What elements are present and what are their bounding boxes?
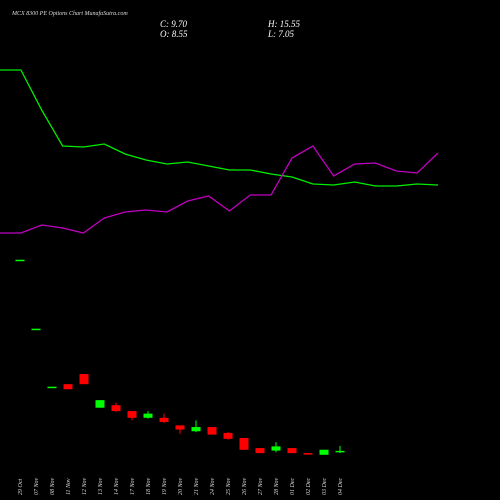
x-tick-label: 24 Nov — [209, 477, 216, 495]
chart-title: MCX 8300 PE Options Chart MunafaSutra.co… — [11, 10, 128, 17]
candle-body — [175, 425, 185, 430]
open-label: O: 8.55 — [160, 29, 188, 39]
x-tick-label: 25 Nov — [226, 477, 232, 495]
candle-body — [303, 453, 313, 455]
x-tick-label: 17 Nov — [130, 477, 136, 495]
x-tick-label: 18 Nov — [146, 477, 152, 495]
x-tick-label: 12 Nov — [82, 477, 88, 495]
candle-body — [271, 446, 281, 451]
candle-body — [191, 427, 201, 432]
x-tick-label: 14 Nov — [113, 477, 120, 495]
candle-body — [143, 413, 153, 418]
candle-body — [335, 450, 345, 453]
close-label: C: 9.70 — [160, 19, 188, 29]
high-label: H: 15.55 — [267, 19, 300, 29]
candle-body — [239, 437, 249, 450]
x-tick-label: 07 Nov — [34, 477, 40, 495]
x-tick-label: 13 Nov — [98, 477, 104, 495]
x-tick-label: 28 Nov — [274, 477, 280, 495]
candle-body — [79, 374, 89, 385]
candle-body — [223, 432, 233, 439]
candle-body — [15, 259, 25, 262]
candle-body — [127, 411, 137, 418]
indicator-line — [0, 69, 439, 187]
low-label: L: 7.05 — [267, 29, 295, 39]
candle-body — [63, 384, 73, 390]
x-tick-label: 21 Nov — [194, 477, 200, 495]
indicator-line — [0, 145, 439, 234]
x-tick-label: 29 Oct — [18, 479, 24, 495]
x-tick-label: 19 Nov — [162, 477, 168, 495]
x-tick-label: 03 Dec — [322, 478, 328, 495]
x-tick-label: 04 Dec — [337, 478, 344, 495]
candle-body — [287, 448, 297, 454]
candle-body — [255, 448, 265, 454]
x-tick-label: 27 Nov — [258, 477, 264, 495]
x-tick-label: 01 Dec — [290, 478, 296, 495]
candle-body — [95, 400, 105, 408]
x-tick-label: 11 Nov — [66, 478, 72, 495]
candle-body — [111, 405, 121, 412]
candle-body — [31, 328, 41, 331]
candle-body — [47, 386, 57, 389]
candle-body — [159, 417, 169, 423]
x-tick-label: 02 Dec — [306, 478, 312, 495]
x-tick-label: 08 Nov — [50, 477, 56, 495]
candle-body — [319, 449, 329, 455]
x-tick-label: 20 Nov — [178, 477, 184, 495]
candle-body — [207, 427, 217, 435]
x-tick-label: 26 Nov — [242, 477, 248, 495]
